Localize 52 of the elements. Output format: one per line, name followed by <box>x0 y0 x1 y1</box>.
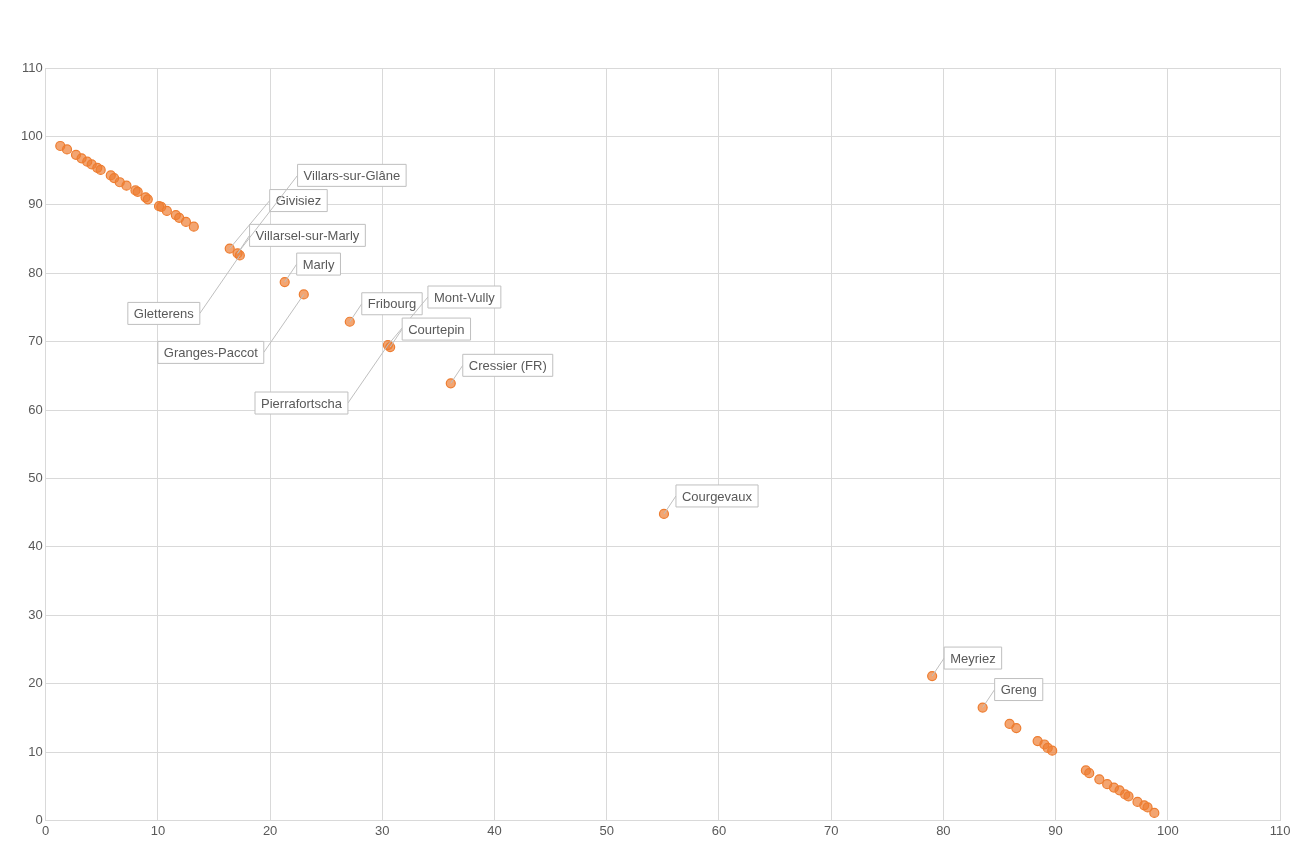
point <box>1047 745 1058 756</box>
y-tick-label: 10 <box>28 743 43 759</box>
y-tick-label: 30 <box>28 606 43 622</box>
x-tick-label: 10 <box>150 822 166 838</box>
x-tick-label: 60 <box>711 822 727 838</box>
annotation: Givisiez <box>275 193 322 209</box>
annotation: Villars-sur-Glâne <box>303 167 401 183</box>
point <box>1094 774 1105 785</box>
point <box>61 144 73 155</box>
x-tick-label: 100 <box>1156 822 1179 838</box>
annotation: Greng <box>1000 682 1037 698</box>
x-tick-label: 80 <box>936 822 951 838</box>
x-tick-label: 30 <box>375 822 390 838</box>
annotation: Gletterens <box>133 305 195 321</box>
y-tick-label: 70 <box>28 333 43 349</box>
annotation: Granges-Paccot <box>163 344 259 360</box>
y-tick-label: 110 <box>21 59 43 75</box>
annotation: Meyriez <box>950 650 996 666</box>
point <box>927 670 938 682</box>
point <box>445 378 456 389</box>
annotation: Courgevaux <box>681 488 753 504</box>
point <box>188 221 199 232</box>
annotation: Fribourg <box>367 296 417 312</box>
x-tick-label: 50 <box>599 822 614 838</box>
point <box>1149 807 1160 818</box>
annotation: Villarsel-sur-Marly <box>255 227 360 243</box>
point <box>121 180 132 191</box>
annotation: Cressier (FR) <box>468 357 547 373</box>
annotation: Courtepin <box>408 321 465 337</box>
y-tick-label: 20 <box>28 675 43 691</box>
y-tick-label: 60 <box>28 401 43 417</box>
point <box>977 702 988 713</box>
annotation: Pierrafortscha <box>261 395 343 411</box>
x-tick-label: 20 <box>262 822 278 838</box>
y-tick-label: 50 <box>28 469 43 485</box>
x-tick-label: 40 <box>487 822 502 838</box>
point <box>279 276 290 288</box>
x-tick-label: 90 <box>1048 822 1063 838</box>
point <box>180 216 192 227</box>
y-tick-label: 100 <box>20 127 43 143</box>
x-tick-label: 70 <box>823 822 839 838</box>
point <box>1084 768 1095 779</box>
x-tick-label: 110 <box>1269 822 1291 838</box>
y-tick-label: 90 <box>28 196 43 212</box>
annotation: Mont-Vully <box>433 289 496 305</box>
point <box>1011 722 1022 734</box>
y-tick-label: 80 <box>28 264 43 280</box>
point <box>161 205 172 217</box>
y-tick-label: 40 <box>28 538 43 554</box>
annotation: Marly <box>302 256 335 272</box>
y-tick-label: 0 <box>35 811 43 827</box>
point <box>298 289 309 300</box>
